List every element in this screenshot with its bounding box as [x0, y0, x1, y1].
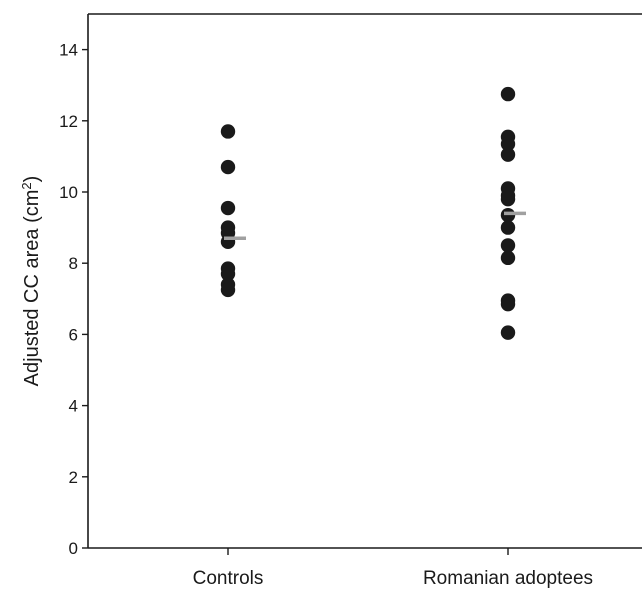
y-tick-label: 12: [59, 112, 78, 131]
data-point: [500, 86, 516, 102]
y-tick-label: 10: [59, 183, 78, 202]
data-point: [500, 191, 516, 207]
data-point: [500, 136, 516, 152]
data-point: [500, 296, 516, 312]
y-tick-label: 4: [69, 397, 78, 416]
series-romanian-adoptees: [500, 86, 526, 340]
data-point: [500, 207, 516, 223]
data-point: [220, 282, 236, 298]
series-controls: [220, 124, 246, 298]
data-point: [500, 147, 516, 162]
y-axis-title-superscript: 2: [19, 182, 34, 189]
x-tick-label: Romanian adoptees: [423, 568, 593, 589]
data-marks: [220, 86, 526, 340]
y-tick-label: 0: [69, 539, 78, 558]
x-ticks: Controls Romanian adoptees: [193, 548, 593, 589]
axes: [87, 13, 642, 549]
y-tick-label: 2: [69, 468, 78, 487]
data-point: [220, 266, 236, 282]
y-ticks: 0 2 4 6 8 10 12 14: [59, 41, 88, 558]
y-tick-label: 8: [69, 254, 78, 273]
y-tick-label: 14: [59, 41, 78, 60]
y-axis-title-suffix: ): [21, 176, 43, 183]
data-point: [500, 250, 516, 266]
data-point: [500, 220, 516, 235]
data-point: [500, 238, 516, 253]
data-point: [220, 124, 236, 139]
data-point: [220, 159, 236, 175]
y-axis-title: Adjusted CC area (cm2): [19, 176, 44, 387]
data-point: [500, 325, 516, 340]
y-axis-title-text: Adjusted CC area (cm: [21, 190, 43, 387]
data-point: [220, 200, 236, 216]
x-tick-label: Controls: [193, 568, 264, 589]
y-tick-label: 6: [69, 325, 78, 344]
